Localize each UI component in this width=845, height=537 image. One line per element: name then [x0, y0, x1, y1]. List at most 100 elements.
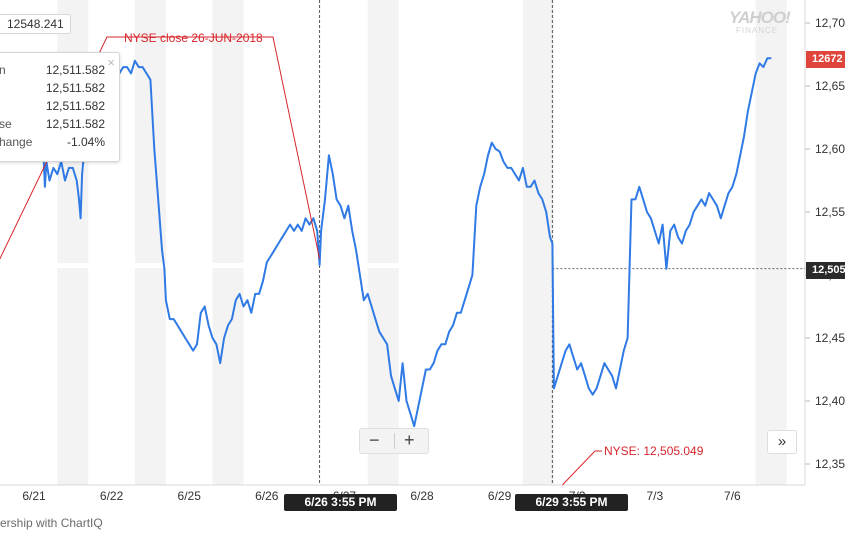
price-point	[623, 350, 625, 351]
price-point	[181, 331, 182, 333]
price-point	[689, 224, 691, 226]
price-point	[274, 249, 275, 251]
zoom-out-button[interactable]: −	[369, 430, 380, 450]
price-point	[309, 224, 310, 226]
price-point	[604, 362, 605, 364]
price-point	[254, 293, 256, 295]
price-point	[456, 312, 458, 314]
price-point	[658, 243, 660, 244]
price-point	[472, 274, 473, 276]
crosshair-time-flag: 6/26 3:55 PM	[284, 494, 397, 511]
price-point	[216, 343, 217, 345]
price-point	[552, 243, 553, 244]
price-point	[134, 60, 136, 62]
x-tick-label: 6/28	[410, 489, 434, 503]
price-point	[378, 331, 380, 333]
annotation-label: NYSE close 26-JUN-2018	[124, 31, 263, 45]
price-point	[406, 400, 407, 402]
price-point	[332, 173, 334, 175]
price-point	[53, 167, 54, 169]
x-tick-label: 6/26	[255, 489, 279, 503]
price-point	[701, 199, 702, 200]
price-point	[437, 350, 438, 351]
price-point	[130, 73, 132, 74]
shaded-day-band	[755, 0, 787, 485]
price-point	[592, 394, 594, 396]
price-point	[491, 142, 493, 144]
price-point	[584, 375, 586, 377]
zoom-control: − +	[359, 428, 429, 454]
price-point	[697, 205, 698, 207]
price-point	[685, 230, 687, 232]
price-point	[188, 343, 190, 345]
zoom-in-button[interactable]: +	[404, 430, 415, 450]
price-point	[468, 287, 469, 288]
price-point	[572, 356, 574, 358]
price-point	[759, 62, 760, 64]
price-point	[770, 57, 772, 59]
price-point	[553, 388, 555, 389]
hud-row-open: n 12,511.582	[0, 63, 105, 81]
price-point	[301, 230, 303, 232]
price-point	[499, 151, 500, 152]
price-point	[250, 312, 252, 314]
price-point	[347, 205, 349, 207]
price-point	[732, 186, 733, 188]
price-point	[650, 217, 652, 219]
price-point	[80, 217, 81, 219]
x-tick-label: 7/3	[646, 489, 663, 503]
price-point	[320, 230, 322, 232]
y-tick-label: 12,55	[815, 205, 845, 219]
y-tick-label: 12,35	[815, 457, 845, 471]
price-point	[444, 343, 446, 345]
price-point	[538, 192, 539, 194]
hud-label: n	[0, 63, 6, 77]
price-point	[72, 167, 74, 169]
price-point	[666, 268, 667, 270]
scroll-to-latest-button[interactable]: »	[767, 430, 797, 454]
price-point	[433, 362, 434, 364]
price-point	[662, 224, 663, 226]
price-point	[165, 299, 167, 301]
price-point	[576, 369, 578, 370]
price-point	[386, 343, 388, 345]
price-point	[487, 154, 489, 156]
price-point	[68, 167, 70, 169]
price-point	[483, 173, 485, 175]
hud-row-change: hange -1.04%	[0, 135, 105, 153]
price-point	[398, 400, 400, 402]
price-point	[76, 180, 78, 181]
x-tick-label: 6/25	[178, 489, 202, 503]
price-point	[262, 280, 264, 282]
price-point	[161, 249, 163, 251]
price-point	[289, 224, 291, 226]
price-point	[169, 318, 171, 320]
price-point	[464, 299, 466, 301]
price-point	[669, 230, 671, 232]
price-point	[654, 230, 656, 232]
price-point	[293, 230, 295, 232]
price-point	[340, 205, 341, 207]
price-point	[316, 230, 318, 232]
hud-row-close: se 12,511.582	[0, 117, 105, 135]
price-point	[355, 249, 357, 251]
price-point	[728, 192, 729, 194]
price-point	[56, 173, 58, 175]
price-point	[351, 230, 353, 232]
hud-label: hange	[0, 135, 33, 149]
price-point	[313, 217, 314, 219]
price-point	[227, 325, 229, 326]
price-point	[495, 148, 497, 150]
price-point	[429, 369, 431, 370]
close-icon[interactable]: ×	[107, 55, 115, 70]
price-point	[569, 343, 570, 345]
price-point	[247, 299, 248, 301]
hud-value: -1.04%	[66, 135, 105, 149]
hud-label: se	[0, 117, 12, 131]
annotation-leader-line	[0, 36, 120, 260]
price-point	[635, 199, 636, 200]
price-point	[319, 264, 320, 266]
price-point	[522, 167, 524, 169]
price-point	[371, 306, 372, 307]
